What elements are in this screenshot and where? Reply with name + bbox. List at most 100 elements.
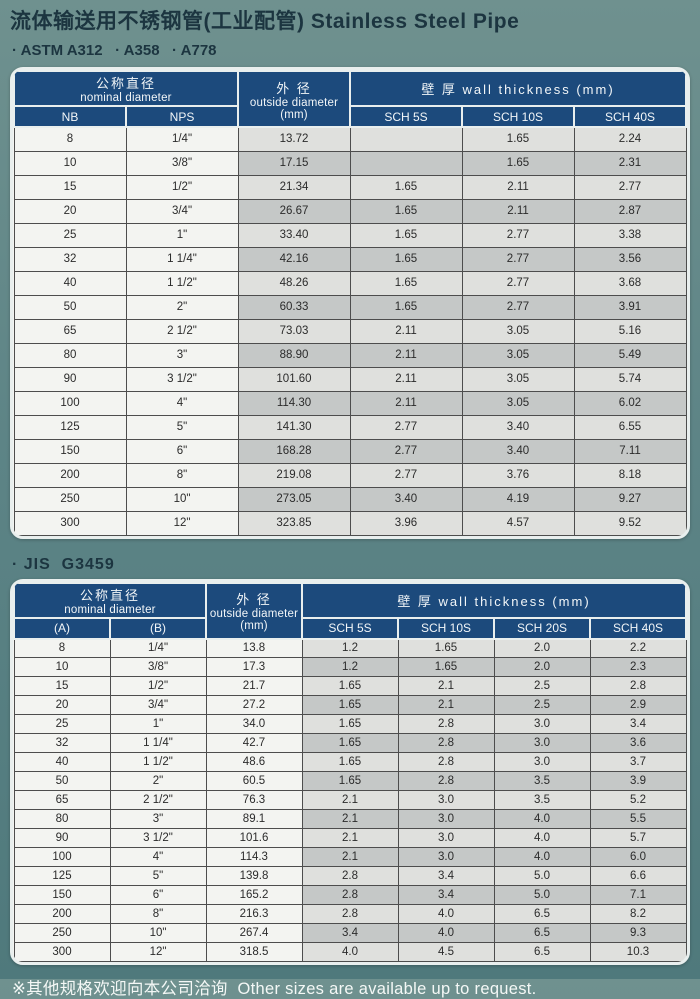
- table-cell: 8: [13, 638, 111, 658]
- table-cell: 1/4": [109, 638, 207, 658]
- table-cell: 101.6: [205, 828, 303, 848]
- table-cell: 125: [13, 866, 111, 886]
- wall-thickness-header: 壁 厚 wall thickness (mm): [349, 70, 687, 107]
- table-row: 20 3/4" 27.2 1.65 2.1 2.5 2.9: [13, 695, 687, 715]
- table-cell: 2.77: [461, 294, 575, 320]
- table-cell: 8": [109, 904, 207, 924]
- table-cell: 2.77: [349, 414, 463, 440]
- table-cell: 1.65: [301, 695, 399, 715]
- table-cell: 73.03: [237, 318, 351, 344]
- table-cell: 1.65: [397, 657, 495, 677]
- wall-thickness-header: 壁 厚 wall thickness (mm): [301, 581, 687, 619]
- table-cell: 141.30: [237, 414, 351, 440]
- table-cell: 25: [13, 714, 111, 734]
- table-cell: 5.0: [493, 866, 591, 886]
- table-cell: 2.8: [301, 885, 399, 905]
- table-cell: 2 1/2": [109, 790, 207, 810]
- table-cell: 2.3: [589, 657, 687, 677]
- table-row: 32 1 1/4" 42.7 1.65 2.8 3.0 3.6: [13, 733, 687, 753]
- table-cell: 4.0: [397, 904, 495, 924]
- table-cell: 80: [13, 342, 127, 368]
- table-cell: 6.6: [589, 866, 687, 886]
- table-cell: 5.49: [573, 342, 687, 368]
- header-row-subcols: NB NPS SCH 5S SCH 10S SCH 40S: [13, 105, 687, 128]
- table-cell: 2.1: [301, 847, 399, 867]
- table-row: 8 1/4" 13.8 1.2 1.65 2.0 2.2: [13, 638, 687, 658]
- table-cell: 65: [13, 318, 127, 344]
- table-cell: 3/4": [109, 695, 207, 715]
- table-cell: 25: [13, 222, 127, 248]
- table-cell: 3.0: [493, 733, 591, 753]
- table-cell: 3.5: [493, 771, 591, 791]
- table-row: 8 1/4" 13.72 1.65 2.24: [13, 126, 687, 152]
- table-cell: 3.38: [573, 222, 687, 248]
- table-cell: 8.18: [573, 462, 687, 488]
- table-cell: 2.77: [461, 222, 575, 248]
- table-cell: 10: [13, 657, 111, 677]
- nominal-diameter-header: 公称直径 nominal diameter: [13, 70, 239, 107]
- column-header: (A): [13, 616, 111, 640]
- table-cell: 32: [13, 733, 111, 753]
- table-cell: 2.77: [461, 270, 575, 296]
- table-cell: 2.8: [301, 904, 399, 924]
- table-cell: 2.5: [493, 676, 591, 696]
- column-header: SCH 40S: [573, 105, 687, 128]
- table-cell: 3.76: [461, 462, 575, 488]
- table-row: 20 3/4" 26.67 1.65 2.11 2.87: [13, 198, 687, 224]
- table-row: 80 3" 88.90 2.11 3.05 5.49: [13, 342, 687, 368]
- table-cell: 3.68: [573, 270, 687, 296]
- table-cell: 1/2": [109, 676, 207, 696]
- table-cell: 300: [13, 510, 127, 536]
- table-cell: 3 1/2": [109, 828, 207, 848]
- table-row: 150 6" 165.2 2.8 3.4 5.0 7.1: [13, 885, 687, 905]
- table-cell: 17.3: [205, 657, 303, 677]
- table-cell: 1.2: [301, 638, 399, 658]
- table-cell: 1 1/2": [125, 270, 239, 296]
- table-cell: 6.5: [493, 923, 591, 943]
- table-cell: 150: [13, 438, 127, 464]
- table-cell: 100: [13, 390, 127, 416]
- table-cell: 5.0: [493, 885, 591, 905]
- table-cell: 2.8: [397, 714, 495, 734]
- table-cell: 250: [13, 923, 111, 943]
- table-cell: 40: [13, 752, 111, 772]
- table-cell: 26.67: [237, 198, 351, 224]
- table-cell: 1.65: [461, 126, 575, 152]
- column-header: NB: [13, 105, 127, 128]
- table-cell: 200: [13, 462, 127, 488]
- table-cell: 2.1: [301, 809, 399, 829]
- table-row: 50 2" 60.33 1.65 2.77 3.91: [13, 294, 687, 320]
- table-cell: 2.8: [301, 866, 399, 886]
- table-row: 65 2 1/2" 73.03 2.11 3.05 5.16: [13, 318, 687, 344]
- table-cell: 1.65: [349, 174, 463, 200]
- table-cell: 3.0: [493, 752, 591, 772]
- table-cell: 2.1: [397, 676, 495, 696]
- table-row: 50 2" 60.5 1.65 2.8 3.5 3.9: [13, 771, 687, 791]
- header-text-line: SCH 40S: [612, 621, 664, 635]
- table-cell: 300: [13, 942, 111, 962]
- table-cell: 5.2: [589, 790, 687, 810]
- table-cell: 1.65: [301, 752, 399, 772]
- column-header: SCH 10S: [397, 616, 495, 640]
- table-cell: 4.0: [397, 923, 495, 943]
- outside-diameter-header: 外 径 outside diameter (mm): [205, 581, 303, 640]
- table-cell: 60.33: [237, 294, 351, 320]
- table-cell: 76.3: [205, 790, 303, 810]
- header-text-line: nominal diameter: [80, 92, 172, 104]
- header-text-line: SCH 5S: [328, 621, 372, 635]
- table-cell: 15: [13, 174, 127, 200]
- table-row: 250 10" 273.05 3.40 4.19 9.27: [13, 486, 687, 512]
- header-text-line: SCH 20S: [516, 621, 568, 635]
- table-cell: 168.28: [237, 438, 351, 464]
- table-cell: 5.7: [589, 828, 687, 848]
- table-row: 15 1/2" 21.7 1.65 2.1 2.5 2.8: [13, 676, 687, 696]
- table-row: 100 4" 114.3 2.1 3.0 4.0 6.0: [13, 847, 687, 867]
- table-cell: 50: [13, 771, 111, 791]
- table-cell: 1.65: [301, 733, 399, 753]
- header-text-line: 壁 厚 wall thickness (mm): [397, 593, 591, 609]
- table-cell: 2.11: [349, 366, 463, 392]
- table-row: 200 8" 216.3 2.8 4.0 6.5 8.2: [13, 904, 687, 924]
- nominal-diameter-header: 公称直径 nominal diameter: [13, 581, 207, 619]
- table-cell: 40: [13, 270, 127, 296]
- table-cell: 8.2: [589, 904, 687, 924]
